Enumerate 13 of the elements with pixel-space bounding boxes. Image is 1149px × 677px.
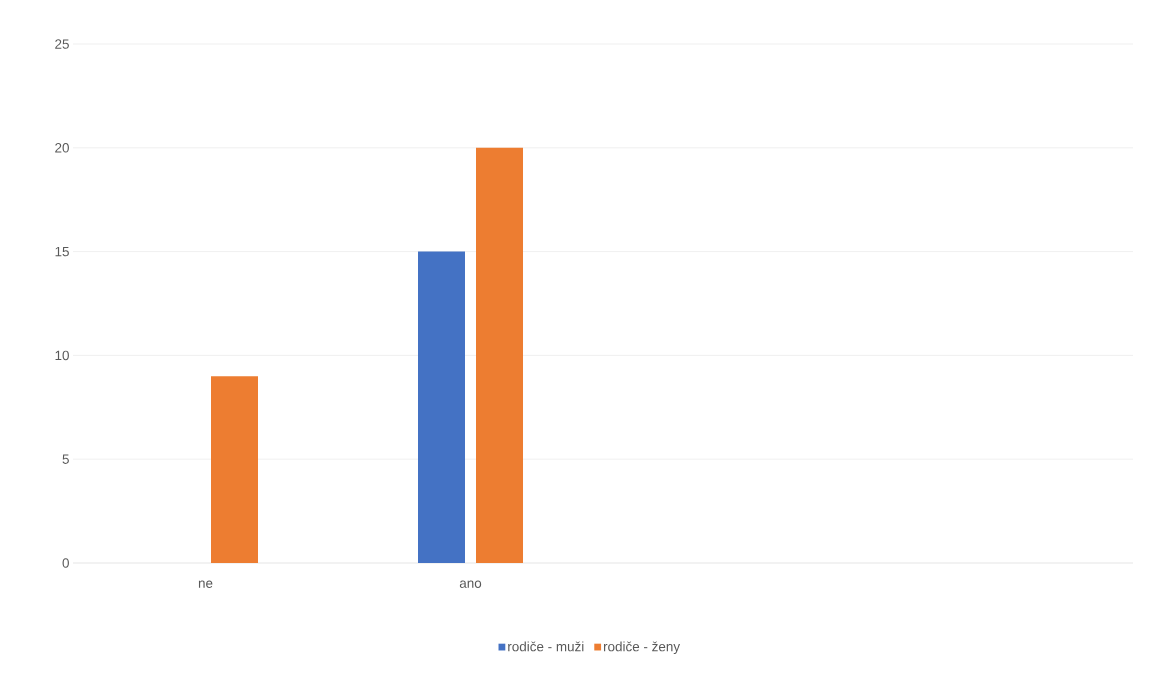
y-tick-label: 25 [55,39,69,49]
y-tick-label: 20 [55,143,69,153]
bar [211,376,258,563]
y-tick-label: 0 [62,558,69,568]
x-tick-label: ne [198,580,213,588]
y-tick-label: 10 [55,350,69,361]
y-tick-label: 15 [55,246,69,257]
legend-label: rodiče - ženy [603,641,681,655]
bar [418,251,465,563]
x-tick-label: ano [459,580,482,588]
bar [476,147,523,563]
legend-label: rodiče - muži [508,641,584,652]
y-tick-label: 5 [62,454,69,464]
